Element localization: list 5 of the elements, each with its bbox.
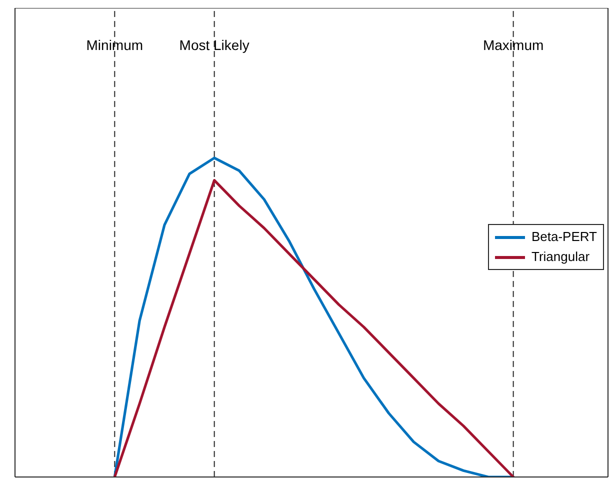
- legend-label: Beta-PERT: [531, 228, 597, 246]
- legend-label: Triangular: [531, 248, 590, 266]
- x-tick-label: Maximum: [482, 36, 544, 53]
- x-tick-label: Minimum: [86, 36, 144, 53]
- x-tick-label: Most Likely: [179, 36, 250, 53]
